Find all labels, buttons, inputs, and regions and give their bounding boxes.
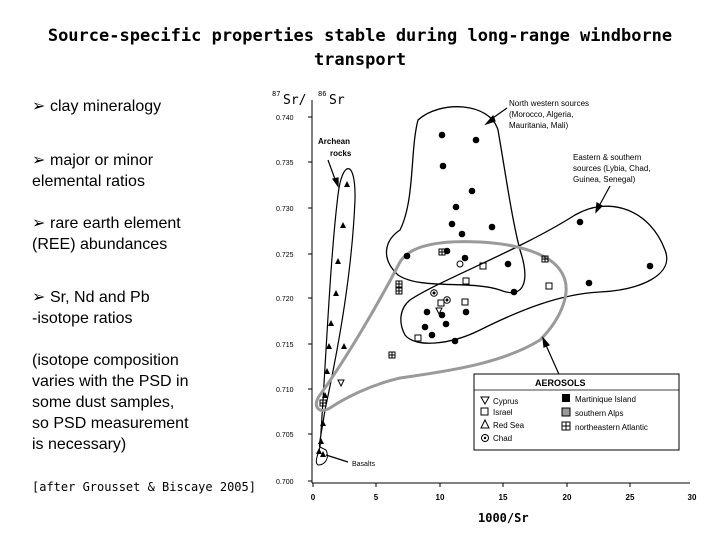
x-tick-label: 20: [563, 493, 572, 502]
aerosol-envelope: [314, 240, 568, 412]
y-tick-label: 0.720: [276, 296, 294, 303]
y-tick-label: 0.705: [276, 432, 294, 439]
svg-text:southern Alps: southern Alps: [575, 409, 623, 418]
svg-text:Sr/: Sr/: [283, 93, 306, 108]
y-tick-labels: 0.740 0.735 0.730 0.725 0.720 0.715 0.71…: [276, 115, 294, 486]
bullet-clay: ➢ clay mineralogy: [32, 98, 162, 115]
svg-text:Guinea, Senegal): Guinea, Senegal): [573, 175, 636, 184]
svg-text:Israel: Israel: [493, 408, 513, 417]
eastern-southern-envelope: [400, 205, 668, 344]
y-tick-label: 0.700: [276, 479, 294, 486]
svg-text:AEROSOLS: AEROSOLS: [535, 378, 586, 388]
svg-text:Martinique Island: Martinique Island: [575, 395, 636, 404]
svg-text:Eastern & southern: Eastern & southern: [573, 153, 641, 162]
archean-envelope: [318, 168, 356, 448]
bullet-isotopes: ➢ Sr, Nd and Pb -isotope ratios: [32, 289, 150, 327]
svg-text:86: 86: [318, 90, 326, 98]
svg-text:North western sources: North western sources: [509, 99, 589, 108]
aerosol-legend: AEROSOLS Cyprus Israel Red Sea Chad Mart…: [473, 373, 680, 451]
x-tick-label: 10: [436, 493, 445, 502]
x-tick-label: 0: [311, 493, 316, 502]
x-tick-label: 25: [626, 493, 635, 502]
x-tick-labels: 0 5 10 15 20 25 30: [311, 493, 697, 502]
arrow-bullet-icon: ➢: [32, 289, 46, 306]
y-axis-title: 87 Sr/ 86 Sr: [272, 90, 345, 108]
svg-text:Cyprus: Cyprus: [493, 397, 518, 406]
y-tick-label: 0.725: [276, 252, 294, 259]
svg-text:87: 87: [272, 90, 280, 98]
psd-note: (isotope composition varies with the PSD…: [32, 352, 189, 453]
y-tick-label: 0.740: [276, 115, 294, 122]
svg-text:northeastern Atlantic: northeastern Atlantic: [575, 423, 648, 432]
title-line-2: transport: [313, 50, 407, 70]
svg-text:sources (Lybia, Chad,: sources (Lybia, Chad,: [573, 164, 651, 173]
northwest-envelope: [385, 106, 526, 294]
aerosol-points: [319, 248, 553, 407]
x-tick-label: 30: [688, 493, 697, 502]
y-tick-label: 0.710: [276, 387, 294, 394]
title-line-1: Source-specific properties stable during…: [47, 26, 673, 46]
y-tick-label: 0.715: [276, 342, 294, 349]
svg-text:Archean: Archean: [318, 137, 350, 146]
slide-title: Source-specific properties stable during…: [0, 24, 720, 72]
bullet-ree: ➢ rare earth element (REE) abundances: [32, 215, 181, 253]
svg-text:Red Sea: Red Sea: [493, 421, 525, 430]
x-tick-label: 5: [374, 493, 379, 502]
basalt-points: [316, 448, 326, 457]
arrow-bullet-icon: ➢: [32, 215, 46, 232]
svg-text:rocks: rocks: [330, 149, 352, 158]
archean-points: [318, 181, 350, 444]
svg-text:Mauritania, Mali): Mauritania, Mali): [509, 121, 568, 130]
bullet-ratios: ➢ major or minor elemental ratios: [32, 152, 154, 190]
northwest-source-points: [403, 131, 512, 268]
eastern-source-points: [421, 218, 654, 345]
citation: [after Grousset & Biscaye 2005]: [32, 480, 256, 494]
eastern-sources-label: Eastern & southern sources (Lybia, Chad,…: [573, 153, 651, 184]
northwest-sources-label: North western sources (Morocco, Algeria,…: [509, 99, 589, 130]
y-tick-label: 0.735: [276, 160, 294, 167]
basalts-label: Basalts: [352, 461, 375, 468]
y-tick-label: 0.730: [276, 206, 294, 213]
svg-text:Sr: Sr: [329, 93, 345, 108]
svg-text:Chad: Chad: [493, 434, 512, 443]
x-tick-label: 15: [499, 493, 508, 502]
arrow-bullet-icon: ➢: [32, 98, 46, 115]
svg-text:(Morocco, Algeria,: (Morocco, Algeria,: [509, 110, 573, 119]
arrow-bullet-icon: ➢: [32, 152, 46, 169]
x-axis-title: 1000/Sr: [478, 511, 529, 525]
archean-label: Archean rocks: [318, 137, 352, 158]
basalt-envelope: [315, 446, 328, 466]
